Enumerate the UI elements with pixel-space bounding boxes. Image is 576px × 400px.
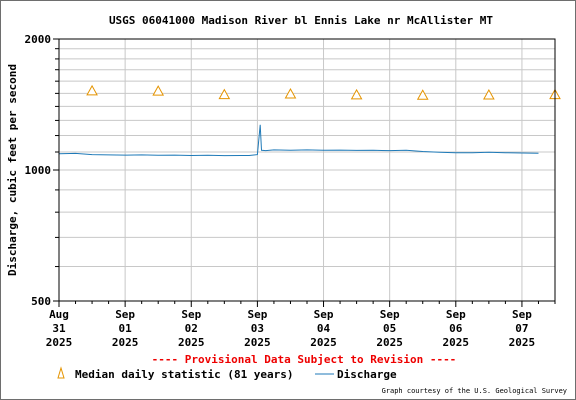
x-tick-label: 2025 [509,336,536,349]
x-tick-label: 02 [185,322,198,335]
discharge-series-line [58,124,539,157]
provisional-note: ---- Provisional Data Subject to Revisio… [152,353,457,366]
median-triangle-point [416,89,429,100]
y-tick-label: 2000 [25,33,52,46]
x-tick-label: Sep [512,308,532,321]
x-tick-label: Aug [49,308,69,321]
x-tick-label: Sep [314,308,334,321]
series-layer [58,84,561,157]
legend-discharge-label: Discharge [337,368,397,381]
x-tick-label: 04 [317,322,331,335]
x-tick-label: Sep [380,308,400,321]
median-triangle-point [284,87,297,99]
y-tick-label: 500 [31,295,51,308]
x-tick-label: 2025 [46,336,73,349]
y-tick-label: 1000 [25,164,52,177]
y-axis-label: Discharge, cubic feet per second [6,64,19,276]
y-axis-ticks: 500 1000 2000 [25,33,59,308]
x-tick-label: Sep [247,308,267,321]
x-tick-label: 2025 [244,336,271,349]
x-tick-label: 2025 [443,336,470,349]
credit-text: Graph courtesy of the U.S. Geological Su… [382,387,567,395]
median-triangle-point [86,84,98,96]
median-triangle-point [218,88,231,100]
x-tick-label: 07 [515,322,528,335]
legend-median-label: Median daily statistic (81 years) [75,368,294,381]
median-triangle-point [152,85,165,96]
x-tick-label: 2025 [376,336,403,349]
x-tick-label: 03 [251,322,264,335]
x-tick-label: Sep [446,308,466,321]
median-triangle-point [350,88,363,100]
x-tick-label: 31 [52,322,66,335]
x-tick-label: 06 [449,322,463,335]
grid-lines [59,39,555,301]
x-tick-label: Sep [115,308,135,321]
x-tick-label: Sep [181,308,201,321]
legend: Median daily statistic (81 years) Discha… [57,366,397,381]
legend-triangle-icon [57,366,65,379]
x-axis-ticks: Aug312025Sep012025Sep022025Sep032025Sep0… [46,301,556,349]
median-triangle-point [483,88,495,100]
chart-title: USGS 06041000 Madison River bl Ennis Lak… [109,14,493,27]
x-tick-label: 2025 [112,336,139,349]
x-tick-label: 01 [119,322,133,335]
x-tick-label: 05 [383,322,396,335]
x-tick-label: 2025 [178,336,205,349]
x-tick-label: 2025 [310,336,337,349]
